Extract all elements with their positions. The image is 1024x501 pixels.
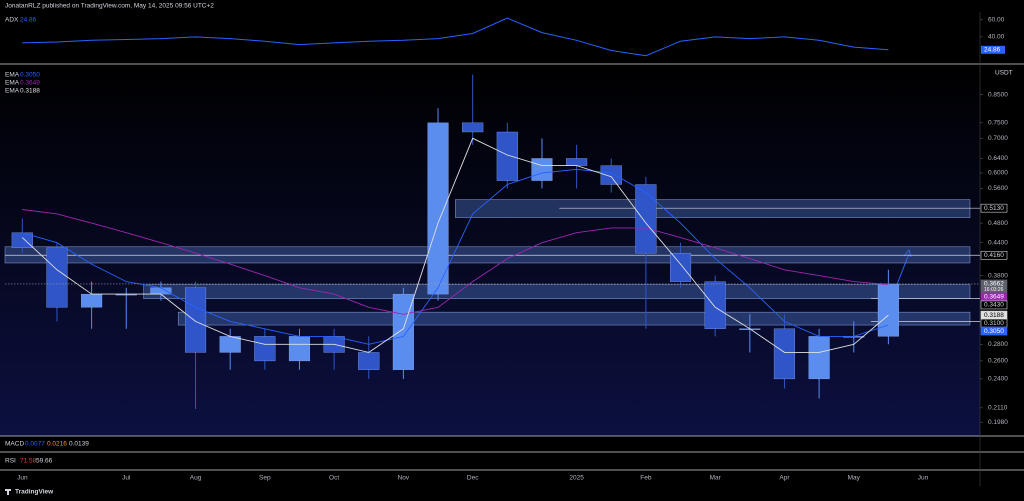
zone [4,246,971,264]
price-tag-label: 0.3050 [984,328,1004,335]
y-tick-label: 0.4800 [988,220,1008,227]
y-tick-label: 0.6000 [988,170,1008,177]
legend-value: 0.3188 [20,88,40,95]
y-tick-label: 0.2110 [988,405,1008,412]
x-tick-label: Nov [398,475,410,482]
y-tick-label: 0.2800 [988,341,1008,348]
indicator-value: 59.66 [36,458,53,465]
candle-body [46,247,68,308]
y-tick-label: 40.00 [988,34,1005,41]
x-tick-label: Aug [190,475,202,482]
price-tag-label: 0.3430 [984,302,1004,309]
x-tick-label: Dec [467,475,479,482]
candle-body [877,283,899,337]
ema-line [22,168,889,345]
indicator-name: RSI [5,458,16,465]
candle-body [219,336,241,353]
x-tick-label: Sep [259,475,271,482]
zone [143,284,971,299]
y-tick-label: 0.7000 [988,135,1008,142]
price-tag [980,250,1008,260]
y-tick-label: 0.3800 [988,272,1008,279]
indicator-name: MACD [5,441,24,448]
zone [455,199,971,218]
header: JonatanRLZ published on TradingView.com,… [5,3,214,10]
x-tick-label: Mar [710,475,722,482]
footer-brand: TradingView [15,489,54,496]
currency: USDT [995,70,1013,77]
candle-body [254,336,276,362]
y-tick-label: 0.8500 [988,91,1008,98]
price-tag-label: 0.3100 [984,320,1004,327]
y-tick-label: 0.2600 [988,358,1008,365]
candle-body [531,158,553,181]
y-tick-label: 0.7500 [988,120,1008,127]
ema-line [22,209,889,315]
price-tag [980,203,1008,213]
x-tick-label: Jun [918,475,929,482]
x-tick-label: Oct [329,475,339,482]
candle-body [184,287,207,353]
candle-body [358,352,380,370]
candle-body [462,122,484,133]
legend-value: 24.86 [20,17,37,24]
legend-value: 0.3050 [20,72,40,79]
indicator-value: 0.0077 [25,441,45,448]
candle-body [773,328,796,380]
candle-body [150,287,172,295]
x-tick-label: May [848,475,861,482]
price-tag-label: 0.3649 [984,294,1004,301]
price-tag-label: 0.3188 [984,312,1004,319]
candle-body [600,165,622,185]
price-tag [980,300,1008,310]
candle-body [669,252,692,282]
indicator-value: 0.0216 [47,441,67,448]
x-tick-label: Jun [17,475,28,482]
indicator-value: 0.0139 [69,441,89,448]
y-tick-label: 0.1980 [988,419,1008,426]
y-tick-label: 0.5600 [988,185,1008,192]
ema-line [21,137,889,353]
candle-body [566,158,588,166]
y-tick-label: 0.6400 [988,155,1008,162]
legend-name: EMA [5,72,20,79]
adx-line [22,17,889,57]
x-tick-label: Apr [779,475,790,482]
zone [177,311,971,326]
countdown: 16:03:26 [984,287,1004,293]
legend-value: 0.3649 [20,80,40,87]
price-tag-label: 24.86 [984,47,1001,54]
x-tick-label: 2025 [569,475,584,482]
candle-body [808,336,830,380]
candle-body [635,184,657,254]
indicator-value: 71.58 [20,458,37,465]
legend-name: ADX [5,17,19,24]
price-tag-label: 0.4160 [984,252,1004,259]
x-tick-label: Feb [640,475,652,482]
price-tag-label: 0.3662 [984,281,1004,288]
y-tick-label: 0.2400 [988,376,1008,383]
candle-body [81,293,103,308]
price-tag-label: 0.5130 [984,205,1004,212]
legend-name: EMA [5,80,20,87]
legend-name: EMA [5,88,20,95]
price-tag [981,45,1005,54]
price-tag [980,326,1008,336]
footer-logo [5,489,11,495]
y-tick-label: 60.00 [988,17,1005,24]
candle-body [288,336,311,362]
x-tick-label: Jul [122,475,131,482]
arrow-head [903,248,912,258]
candle-body [427,122,449,295]
candle-body [496,131,518,181]
candle-body [704,281,726,329]
y-tick-label: 0.4400 [988,239,1008,246]
